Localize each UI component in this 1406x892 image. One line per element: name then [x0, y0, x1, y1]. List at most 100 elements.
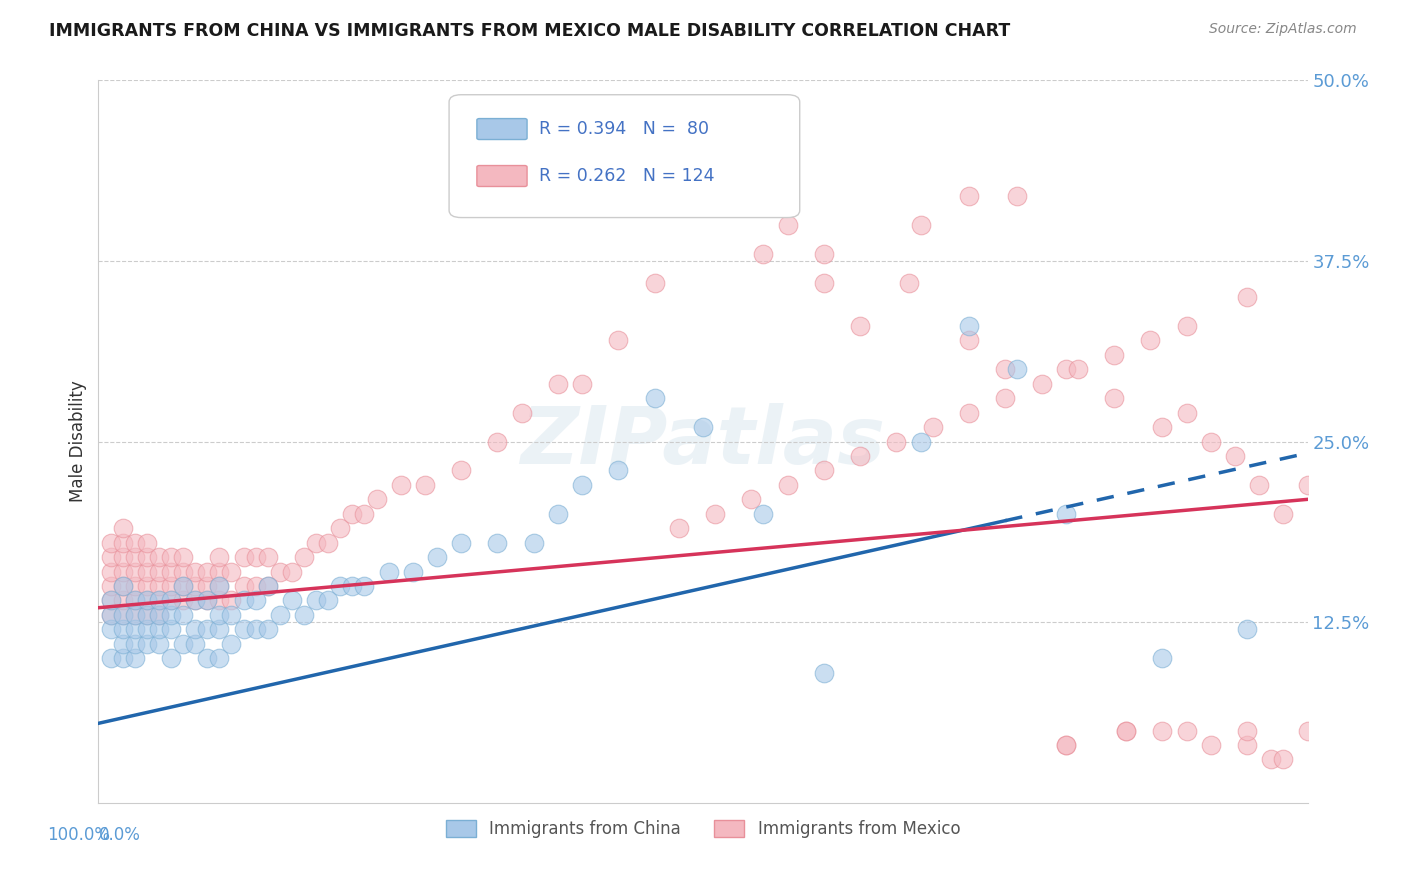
- Text: 0.0%: 0.0%: [98, 826, 141, 844]
- Point: [172, 565, 194, 579]
- Point: [353, 579, 375, 593]
- Point: [111, 607, 134, 622]
- Point: [910, 218, 932, 232]
- Point: [221, 607, 243, 622]
- Point: [124, 607, 146, 622]
- Point: [704, 507, 727, 521]
- Point: [1236, 623, 1258, 637]
- Point: [1223, 449, 1246, 463]
- Point: [1007, 189, 1029, 203]
- Point: [389, 478, 412, 492]
- Point: [1199, 434, 1222, 449]
- Point: [1054, 362, 1077, 376]
- Point: [813, 276, 835, 290]
- Point: [1102, 391, 1125, 405]
- Point: [486, 434, 509, 449]
- Point: [377, 565, 399, 579]
- Point: [208, 579, 231, 593]
- Point: [160, 579, 183, 593]
- Point: [111, 565, 134, 579]
- Point: [957, 318, 980, 333]
- Point: [1199, 738, 1222, 752]
- Point: [402, 565, 425, 579]
- Point: [1152, 420, 1174, 434]
- Point: [100, 623, 122, 637]
- Legend: Immigrants from China, Immigrants from Mexico: Immigrants from China, Immigrants from M…: [439, 814, 967, 845]
- Point: [124, 535, 146, 549]
- Point: [1249, 478, 1271, 492]
- Point: [342, 579, 364, 593]
- Point: [208, 579, 231, 593]
- Point: [269, 565, 291, 579]
- Point: [208, 623, 231, 637]
- Point: [957, 334, 980, 348]
- Point: [195, 651, 218, 665]
- Point: [160, 550, 183, 565]
- Point: [195, 579, 218, 593]
- Point: [353, 507, 375, 521]
- Point: [172, 607, 194, 622]
- Point: [281, 593, 304, 607]
- Point: [135, 593, 157, 607]
- Point: [256, 623, 278, 637]
- Point: [644, 276, 666, 290]
- Point: [776, 218, 799, 232]
- Point: [1175, 318, 1198, 333]
- Point: [1054, 738, 1077, 752]
- Point: [292, 607, 315, 622]
- Point: [305, 593, 328, 607]
- Point: [813, 463, 835, 477]
- Text: R = 0.262   N = 124: R = 0.262 N = 124: [538, 167, 714, 185]
- Point: [124, 651, 146, 665]
- Point: [100, 535, 122, 549]
- Point: [160, 565, 183, 579]
- Point: [172, 579, 194, 593]
- Point: [148, 607, 170, 622]
- Point: [195, 565, 218, 579]
- Text: R = 0.394   N =  80: R = 0.394 N = 80: [538, 120, 709, 138]
- Point: [221, 593, 243, 607]
- Point: [1236, 290, 1258, 304]
- Point: [232, 623, 254, 637]
- Point: [208, 593, 231, 607]
- Point: [256, 550, 278, 565]
- Point: [897, 276, 920, 290]
- Point: [1272, 507, 1295, 521]
- Point: [957, 406, 980, 420]
- Point: [208, 550, 231, 565]
- Y-axis label: Male Disability: Male Disability: [69, 381, 87, 502]
- Point: [1115, 723, 1137, 738]
- Point: [221, 565, 243, 579]
- Point: [1152, 723, 1174, 738]
- Point: [1236, 738, 1258, 752]
- Point: [366, 492, 388, 507]
- Point: [245, 579, 267, 593]
- Point: [1054, 738, 1077, 752]
- Point: [208, 651, 231, 665]
- Point: [813, 246, 835, 260]
- Point: [100, 593, 122, 607]
- Point: [752, 246, 775, 260]
- Point: [1296, 478, 1319, 492]
- Point: [184, 637, 207, 651]
- Point: [160, 607, 183, 622]
- Point: [269, 607, 291, 622]
- Point: [256, 579, 278, 593]
- Text: ZIPatlas: ZIPatlas: [520, 402, 886, 481]
- Point: [124, 579, 146, 593]
- Point: [692, 160, 714, 174]
- Point: [245, 550, 267, 565]
- Point: [111, 535, 134, 549]
- Point: [510, 406, 533, 420]
- Point: [172, 637, 194, 651]
- Point: [184, 565, 207, 579]
- Point: [148, 593, 170, 607]
- Point: [426, 550, 449, 565]
- Point: [148, 623, 170, 637]
- Point: [316, 535, 339, 549]
- Point: [994, 391, 1017, 405]
- Point: [1007, 362, 1029, 376]
- Point: [111, 651, 134, 665]
- Point: [1115, 723, 1137, 738]
- Point: [994, 362, 1017, 376]
